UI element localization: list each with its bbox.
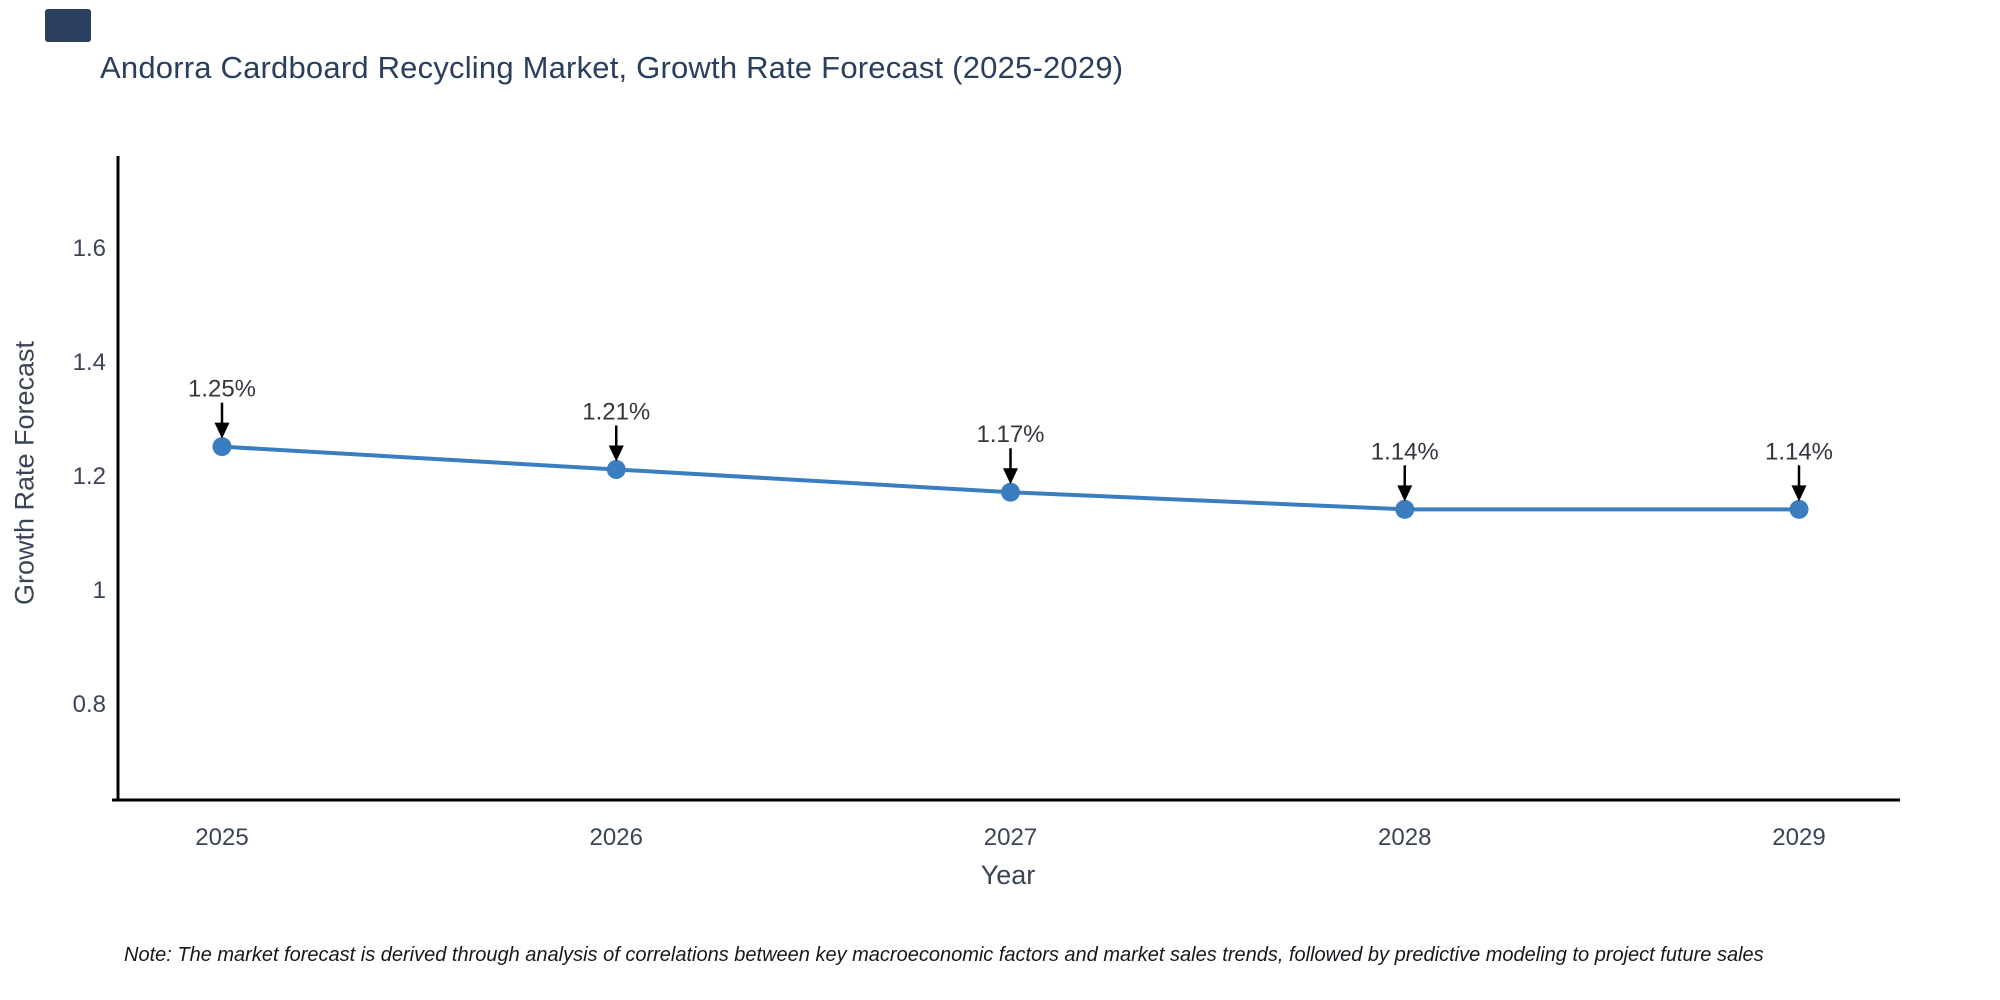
annotation-arrow-head [1003,468,1018,485]
y-tick-label: 1.4 [73,349,106,376]
data-point-label: 1.17% [976,421,1044,448]
chart-title: Andorra Cardboard Recycling Market, Grow… [100,50,1124,85]
data-point-label: 1.21% [582,398,650,425]
data-point-marker [606,459,626,479]
logo-mark [45,9,91,42]
y-axis-title: Growth Rate Forecast [9,340,40,606]
y-tick-label: 1.2 [73,463,106,490]
data-point-label: 1.14% [1765,438,1833,465]
annotation-arrow-head [1791,485,1807,502]
annotation-arrow-head [1397,485,1413,502]
annotation-arrow-head [608,445,624,462]
data-point-marker [1001,482,1020,502]
x-tick-label: 2028 [1378,824,1431,851]
x-tick-label: 2026 [590,824,643,851]
x-tick-label: 2027 [984,824,1037,851]
data-point-label: 1.14% [1371,438,1439,465]
x-tick-label: 2029 [1772,824,1825,851]
y-tick-label: 0.8 [73,691,106,718]
annotation-arrow-head [214,422,230,439]
data-point-marker [1395,499,1415,519]
footnote: Note: The market forecast is derived thr… [124,944,1764,966]
data-point-marker [212,437,232,457]
data-point-marker [1789,499,1809,519]
x-axis-title: Year [980,860,1036,890]
x-tick-label: 2025 [195,824,248,851]
y-tick-label: 1.6 [73,235,106,262]
y-tick-label: 1 [93,577,106,604]
data-point-label: 1.25% [188,376,256,403]
